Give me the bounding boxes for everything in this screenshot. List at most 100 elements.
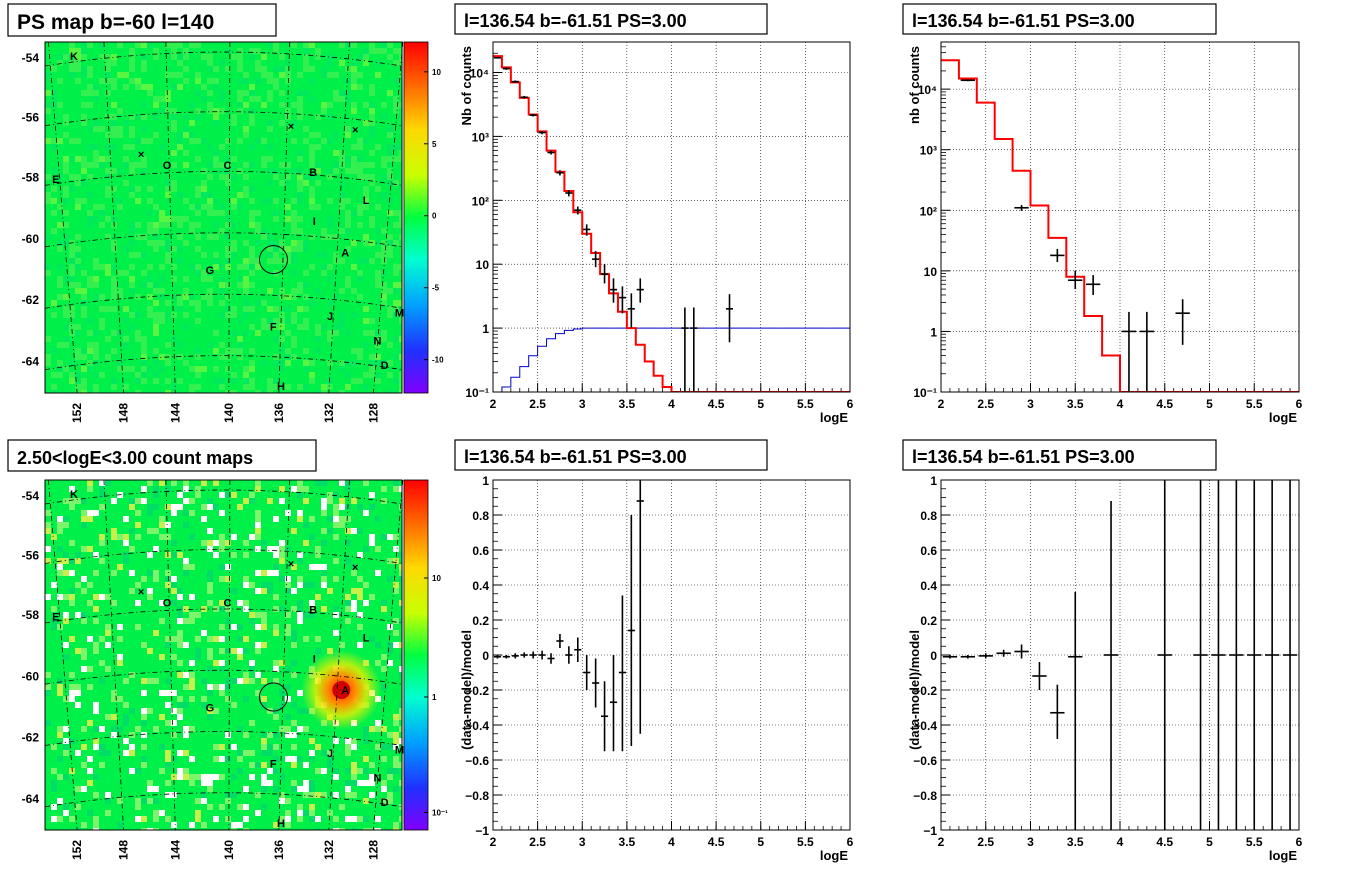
target-circle — [258, 682, 288, 712]
map-cell — [75, 246, 81, 252]
lon-tick-label: 148 — [117, 840, 131, 860]
plot-data — [942, 480, 1298, 830]
y-tick-label: 1 — [482, 474, 489, 488]
map-cell — [279, 486, 285, 492]
data-point — [565, 646, 573, 664]
map-cell — [189, 780, 195, 786]
map-cell — [69, 276, 75, 282]
map-cell — [387, 180, 393, 186]
map-cell — [381, 360, 387, 366]
map-cell — [387, 132, 393, 138]
lat-tick-label: -56 — [22, 111, 40, 125]
longitude-line — [103, 41, 124, 394]
map-cell — [333, 576, 339, 582]
map-cell — [297, 600, 303, 606]
map1-title: PS map b=-60 l=140 — [17, 11, 214, 34]
map-cell — [63, 240, 69, 246]
map-cell — [75, 552, 81, 558]
map-cell — [387, 54, 393, 60]
map-cell — [261, 198, 267, 204]
map-cell — [117, 534, 123, 540]
map-cell — [285, 666, 291, 672]
map-cell — [333, 630, 339, 636]
map-cell — [345, 606, 351, 612]
map-cell — [357, 612, 363, 618]
map-cell — [81, 270, 87, 276]
map-cell — [201, 822, 207, 828]
map-cell — [165, 96, 171, 102]
map-cell — [183, 360, 189, 366]
map-cell — [249, 198, 255, 204]
map-cell — [249, 162, 255, 168]
map-cell — [165, 522, 171, 528]
plot-frame — [492, 479, 851, 831]
map-cell — [249, 54, 255, 60]
map-cell — [51, 66, 57, 72]
map-cell — [381, 258, 387, 264]
map-cell — [237, 282, 243, 288]
map-cell — [243, 384, 249, 390]
map-cell — [99, 594, 105, 600]
map-cell — [189, 510, 195, 516]
map-cell — [189, 132, 195, 138]
model-histogram — [493, 55, 850, 392]
map-cell — [273, 546, 279, 552]
data-point — [1264, 480, 1280, 830]
map-cell — [231, 252, 237, 258]
map-cell — [177, 258, 183, 264]
map-cell — [57, 570, 63, 576]
map-cell — [369, 162, 375, 168]
map-cell — [213, 744, 219, 750]
map-cell — [345, 558, 351, 564]
map-cell — [153, 204, 159, 210]
map-cell — [279, 660, 285, 666]
map-cell — [225, 258, 231, 264]
map-cell — [207, 648, 213, 654]
map-cell — [297, 198, 303, 204]
map-cell — [261, 234, 267, 240]
map-cell — [45, 264, 51, 270]
map-cell — [147, 138, 153, 144]
map-cell — [399, 210, 402, 216]
map-cell — [207, 582, 213, 588]
map-cell — [141, 138, 147, 144]
map-cell — [327, 72, 333, 78]
map-cell — [69, 258, 75, 264]
map-cell — [309, 144, 315, 150]
map-cell — [183, 684, 189, 690]
map-cell — [195, 204, 201, 210]
map-cell — [111, 384, 117, 390]
map-cell — [231, 204, 237, 210]
map-cell — [57, 366, 63, 372]
map-cell — [153, 810, 159, 816]
map-cell — [303, 240, 309, 246]
x-tick-label: 6 — [847, 835, 854, 849]
map-cell — [195, 192, 201, 198]
map-cell — [99, 294, 105, 300]
map-cell — [51, 210, 57, 216]
map-cell — [201, 792, 207, 798]
map-cell — [231, 534, 237, 540]
data-point — [1050, 684, 1065, 739]
map-cell — [159, 600, 165, 606]
map-cell — [249, 618, 255, 624]
map-cell — [189, 294, 195, 300]
map-cell — [183, 162, 189, 168]
map-cell — [387, 774, 393, 780]
map-cell — [333, 150, 339, 156]
map-cell — [273, 258, 279, 264]
map-cell — [111, 264, 117, 270]
map-cell — [393, 822, 399, 828]
map-cell — [135, 162, 141, 168]
y-tick-label: 10 — [476, 258, 490, 272]
map-cell — [195, 612, 201, 618]
map-cell — [177, 708, 183, 714]
map-cell — [183, 132, 189, 138]
map-cell — [393, 102, 399, 108]
map-cell — [363, 582, 369, 588]
map-cell — [243, 276, 249, 282]
map-cell — [69, 540, 75, 546]
map-cell — [351, 606, 357, 612]
map-cell — [93, 90, 99, 96]
map-cell — [315, 636, 321, 642]
